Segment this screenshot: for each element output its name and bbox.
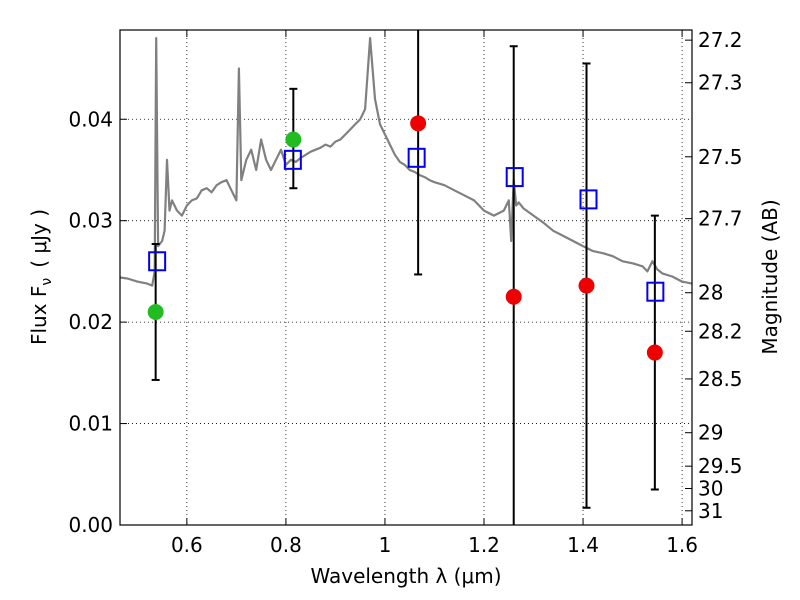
plot-area (120, 30, 692, 525)
plot-frame (119, 29, 693, 526)
mag-tick-label: 28.5 (698, 367, 743, 391)
mag-tick-label: 29.5 (698, 454, 743, 478)
flux-point-observed-flux (578, 277, 595, 294)
bandpass-square (407, 147, 426, 168)
y-axis-title-sub: ν (39, 278, 55, 286)
y-tick-label: 0.01 (68, 412, 113, 436)
y-tick-label: 0.04 (68, 107, 113, 131)
mag-tick-label: 30 (698, 476, 723, 500)
x-tick-label: 1 (379, 533, 392, 557)
y-axis-title: Flux Fν ( μJy ) (27, 209, 55, 345)
grid-lines (120, 30, 692, 526)
bandpass-square (283, 149, 302, 170)
bandpass-square (646, 281, 665, 302)
mag-tick-label: 31 (698, 499, 723, 523)
flux-point-observed-flux-optical (147, 303, 164, 320)
markers (147, 115, 665, 361)
mag-tick-label: 27.7 (698, 207, 743, 231)
y-tick-label: 0.03 (68, 209, 113, 233)
x-axis-title: Wavelength λ (μm) (310, 564, 501, 588)
right-axis-title: Magnitude (AB) (758, 199, 782, 354)
y-tick-label: 0.02 (68, 310, 113, 334)
flux-point-observed-flux-optical (285, 131, 302, 148)
flux-point-observed-flux (646, 344, 663, 361)
mag-tick-label: 27.5 (698, 145, 743, 169)
x-tick-label: 0.8 (270, 533, 302, 557)
sed-line-model-sed (120, 36, 692, 287)
y-tick-label: 0.00 (68, 513, 113, 537)
x-tick-label: 1.4 (567, 533, 599, 557)
mag-tick-label: 27.3 (698, 71, 743, 95)
x-tick-label: 1.2 (468, 533, 500, 557)
bandpass-square (505, 167, 524, 188)
x-tick-label: 1.6 (666, 533, 698, 557)
y-axis-title-main: Flux F (27, 286, 51, 345)
flux-point-observed-flux (505, 288, 522, 305)
mag-tick-label: 28.2 (698, 319, 743, 343)
axis-ticks: 0.6 0.8 1 1.2 1.4 1.6 0.00 0.01 0.02 0.03 0.04 27.2… (68, 28, 742, 557)
y-axis-title-unit: ( μJy ) (27, 209, 51, 268)
mag-tick-label: 27.2 (698, 28, 743, 52)
x-tick-label: 0.6 (171, 533, 203, 557)
bandpass-square (579, 189, 598, 210)
bandpass-square (148, 251, 167, 272)
mag-tick-label: 29 (698, 421, 723, 445)
mag-tick-label: 28 (698, 281, 723, 305)
flux-point-observed-flux (410, 115, 427, 132)
